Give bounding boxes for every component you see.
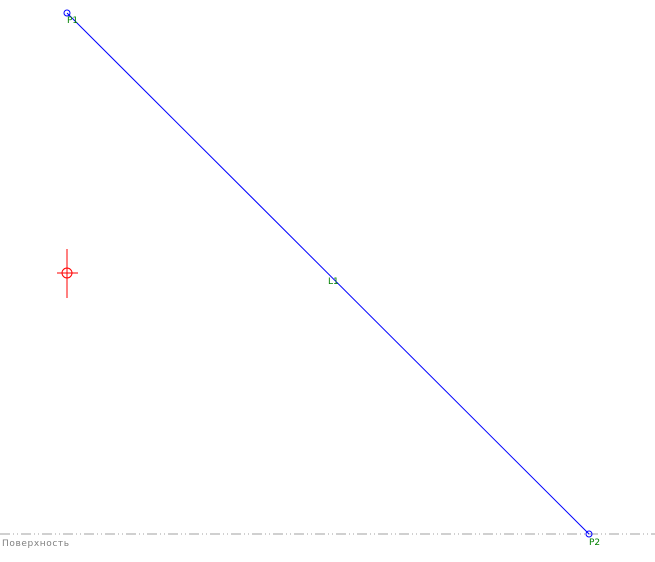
crosshair-icon (57, 249, 78, 298)
surface-label: Поверхность (2, 539, 70, 549)
point-label-p1: P1 (67, 16, 78, 26)
line-label-l1: L1 (328, 277, 339, 287)
point-p1[interactable] (63, 9, 71, 17)
line-l1[interactable] (66, 12, 590, 535)
point-p2[interactable] (585, 530, 593, 538)
point-label-p2: P2 (589, 538, 600, 548)
